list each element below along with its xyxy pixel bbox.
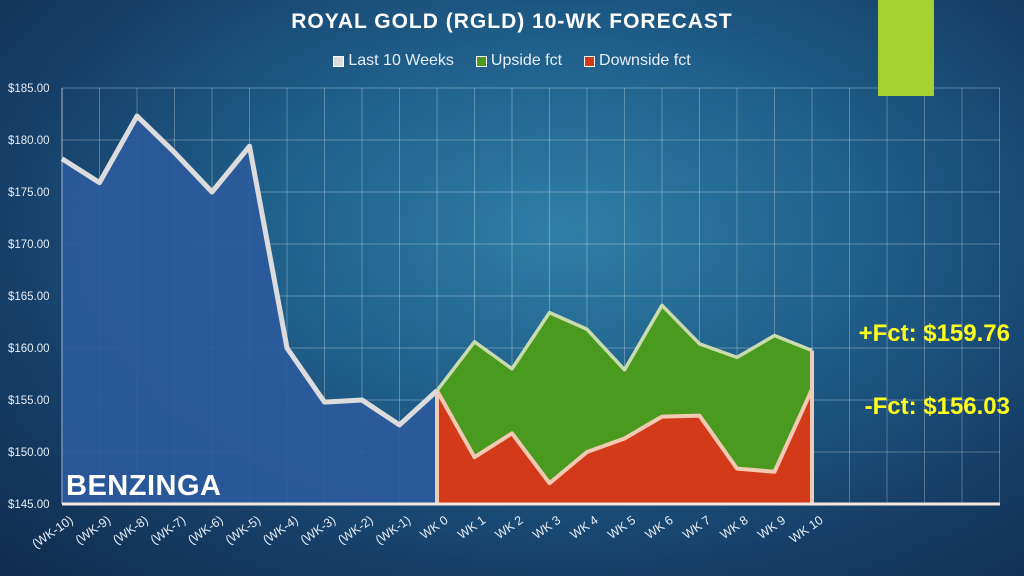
y-tick-label: $155.00	[8, 395, 50, 407]
legend: Last 10 Weeks Upside fct Downside fct	[0, 52, 1024, 70]
x-tick-label: (WK-10)	[30, 513, 76, 551]
x-tick-label: WK 1	[455, 513, 488, 542]
downside-forecast-line	[435, 388, 814, 486]
legend-swatch-upside	[475, 55, 487, 67]
x-tick-label: (WK-7)	[148, 513, 188, 547]
legend-swatch-last	[333, 55, 345, 67]
x-tick-label: WK 9	[755, 513, 788, 542]
x-tick-label: WK 8	[718, 513, 751, 542]
chart-title: ROYAL GOLD (RGLD) 10-WK FORECAST	[291, 10, 733, 33]
legend-item-downside: Downside fct	[584, 52, 691, 70]
y-tick-label: $160.00	[8, 343, 50, 355]
downside-forecast-area	[437, 389, 812, 504]
x-tick-label: WK 6	[643, 513, 676, 542]
y-tick-label: $180.00	[8, 135, 50, 147]
x-tick-label: (WK-5)	[223, 513, 263, 547]
x-tick-label: WK 5	[605, 513, 638, 542]
x-tick-label: (WK-4)	[260, 513, 300, 547]
downside-forecast-label: -Fct: $156.03	[864, 393, 1010, 420]
x-tick-label: WK 2	[493, 513, 526, 542]
benzinga-logo: BENZINGA	[66, 470, 222, 502]
chart-lines	[60, 88, 1000, 506]
x-tick-label: (WK-3)	[298, 513, 338, 547]
x-tick-label: (WK-6)	[185, 513, 225, 547]
upside-forecast-label: +Fct: $159.76	[858, 320, 1010, 347]
x-tick-label: WK 4	[568, 513, 601, 542]
x-tick-label: (WK-2)	[335, 513, 375, 547]
x-tick-label: WK 10	[787, 513, 826, 546]
y-tick-label: $170.00	[8, 239, 50, 251]
x-tick-label: (WK-9)	[73, 513, 113, 547]
x-tick-label: WK 0	[418, 513, 451, 542]
accent-bar	[878, 0, 934, 96]
last-10-weeks-area	[62, 116, 437, 504]
y-tick-label: $165.00	[8, 291, 50, 303]
legend-swatch-downside	[584, 55, 596, 67]
legend-item-last: Last 10 Weeks	[333, 52, 454, 70]
y-tick-label: $175.00	[8, 187, 50, 199]
legend-label-upside: Upside fct	[490, 52, 563, 69]
x-tick-label: WK 3	[530, 513, 563, 542]
x-axis-ticks: (WK-10)(WK-9)(WK-8)(WK-7)(WK-6)(WK-5)(WK…	[30, 513, 826, 551]
x-tick-label: WK 7	[680, 513, 713, 542]
legend-label-downside: Downside fct	[599, 52, 691, 69]
legend-label-last: Last 10 Weeks	[348, 52, 454, 69]
legend-item-upside: Upside fct	[475, 52, 563, 70]
chart-areas	[62, 116, 812, 504]
x-tick-label: (WK-1)	[373, 513, 413, 547]
y-tick-label: $150.00	[8, 447, 50, 459]
upside-forecast-line	[435, 303, 813, 392]
y-axis-ticks: $145.00 $150.00 $155.00 $160.00 $165.00 $170.…	[8, 83, 50, 511]
y-tick-label: $185.00	[8, 83, 50, 95]
y-tick-label: $145.00	[8, 499, 50, 511]
last-10-weeks-line	[60, 113, 439, 428]
x-tick-label: (WK-8)	[110, 513, 150, 547]
